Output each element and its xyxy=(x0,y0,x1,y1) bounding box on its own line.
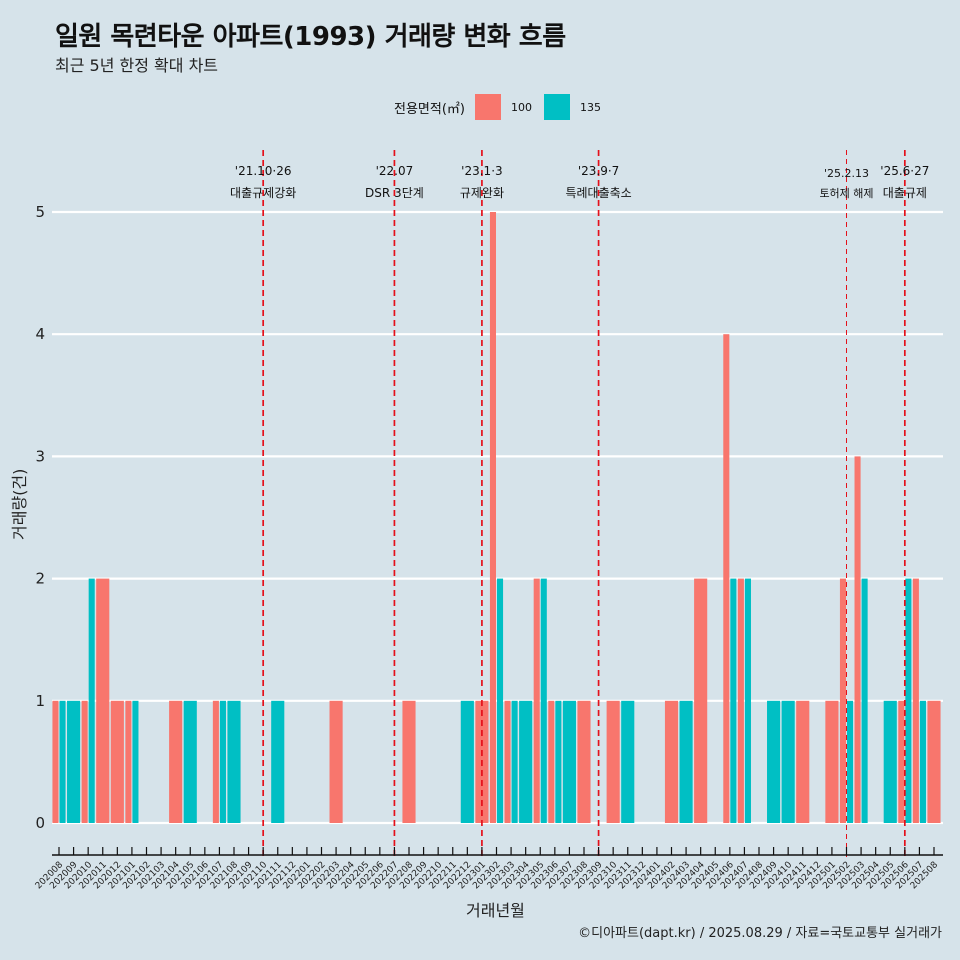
bar-135-202303 xyxy=(511,700,518,823)
y-tick-label: 3 xyxy=(35,447,45,465)
y-tick-label: 2 xyxy=(35,570,45,588)
bar-135-202305 xyxy=(540,578,547,823)
bar-100-202306 xyxy=(548,700,555,823)
annotation-date: '23.1·3 xyxy=(461,164,502,178)
annotation-date: '21.10·26 xyxy=(235,164,292,178)
bar-135-202502 xyxy=(847,700,854,823)
legend-title: 전용면적(㎡) xyxy=(394,101,465,117)
bar-100-202101 xyxy=(125,700,132,823)
bar-100-202302 xyxy=(489,212,496,823)
bar-135-202307 xyxy=(562,700,576,823)
annotation-label: 규제완화 xyxy=(460,186,504,200)
bar-100-202203 xyxy=(329,700,343,823)
y-tick-label: 1 xyxy=(35,692,45,710)
y-tick-label: 4 xyxy=(35,325,45,343)
bar-135-202506 xyxy=(905,578,912,823)
bar-100-202010 xyxy=(81,700,88,823)
bar-135-202407 xyxy=(744,578,751,823)
annotation-date: '23.9·7 xyxy=(578,164,619,178)
bar-100-202501 xyxy=(825,700,839,823)
bar-135-202304 xyxy=(519,700,533,823)
bar-135-202406 xyxy=(730,578,737,823)
bar-100-202508 xyxy=(927,700,941,823)
bars xyxy=(52,212,941,823)
bar-135-202212 xyxy=(460,700,474,823)
y-tick-label: 5 xyxy=(35,203,45,221)
annotation-date: '25.6·27 xyxy=(880,164,929,178)
y-axis-label: 거래량(건) xyxy=(10,468,29,540)
bar-100-202507 xyxy=(912,578,919,823)
bar-135-202107 xyxy=(219,700,226,823)
chart-subtitle: 최근 5년 한정 확대 차트 xyxy=(55,56,219,75)
bar-135-202008 xyxy=(59,700,66,823)
bar-135-202302 xyxy=(497,578,504,823)
bar-135-202505 xyxy=(883,700,897,823)
bar-100-202208 xyxy=(402,700,416,823)
bar-135-202507 xyxy=(919,700,926,823)
bar-100-202402 xyxy=(664,700,679,823)
bar-100-202011 xyxy=(96,578,110,823)
bar-100-202310 xyxy=(606,700,620,823)
annotation-label: 대출규제강화 xyxy=(230,186,296,200)
annotation-label: 토허제 해제 xyxy=(819,186,873,200)
legend-label-100: 100 xyxy=(510,100,532,114)
bar-100-202404 xyxy=(694,578,708,823)
bar-135-202111 xyxy=(271,700,285,823)
bar-100-202407 xyxy=(737,578,744,823)
annotation-labels: '21.10·26 대출규제강화 '22.07 DSR 3단계 '23.1·3 규제완화 '… xyxy=(230,164,929,200)
bar-135-202108 xyxy=(227,700,241,823)
bar-135-202009 xyxy=(67,700,81,823)
legend-swatch-100 xyxy=(474,94,501,120)
bar-100-202506 xyxy=(898,700,905,823)
bar-100-202411 xyxy=(796,700,810,823)
bar-100-202303 xyxy=(504,700,511,823)
bar-135-202010 xyxy=(88,578,95,823)
bar-100-202008 xyxy=(52,700,59,823)
bar-135-202503 xyxy=(861,578,868,823)
bar-100-202503 xyxy=(854,456,861,823)
annotation-date: '25.2.13 xyxy=(824,167,869,180)
source-caption: ©디아파트(dapt.kr) / 2025.08.29 / 자료=국토교통부 실… xyxy=(578,926,942,941)
legend-swatch-135 xyxy=(543,94,570,120)
annotation-label: 특례대출축소 xyxy=(565,186,631,200)
annotation-lines xyxy=(262,150,906,860)
bar-135-202306 xyxy=(555,700,562,823)
legend-label-135: 135 xyxy=(579,100,601,114)
bar-100-202406 xyxy=(723,334,730,823)
annotation-label: DSR 3단계 xyxy=(365,186,424,200)
bar-100-202104 xyxy=(169,700,183,823)
bar-100-202012 xyxy=(110,700,124,823)
bar-135-202409 xyxy=(767,700,781,823)
bar-135-202105 xyxy=(183,700,197,823)
bar-100-202107 xyxy=(212,700,219,823)
x-axis: 2020082020092020102020112020122021012021… xyxy=(34,847,943,891)
bar-100-202308 xyxy=(577,700,591,823)
chart-title: 일원 목련타운 아파트(1993) 거래량 변화 흐름 xyxy=(55,22,566,52)
bar-135-202101 xyxy=(132,700,139,823)
bar-135-202410 xyxy=(781,700,795,823)
x-axis-label: 거래년월 xyxy=(466,901,525,920)
bar-100-202305 xyxy=(533,578,540,823)
legend: 전용면적(㎡) 100 135 xyxy=(394,94,613,120)
annotation-date: '22.07 xyxy=(376,164,414,178)
annotation-label: 대출규제 xyxy=(883,186,927,200)
y-tick-labels: 0 1 2 3 4 5 xyxy=(35,203,45,832)
y-tick-label: 0 xyxy=(35,814,45,832)
bar-100-202502 xyxy=(839,578,846,823)
bar-135-202311 xyxy=(621,700,635,823)
bar-135-202403 xyxy=(679,700,693,823)
